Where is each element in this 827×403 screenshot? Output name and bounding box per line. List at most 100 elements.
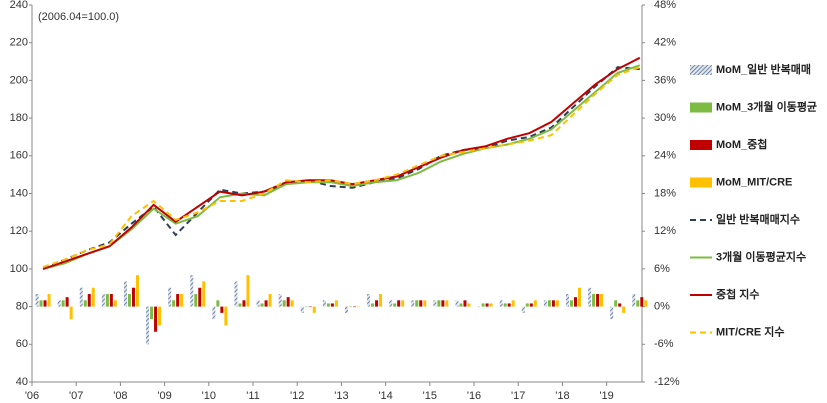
bar [146,306,150,345]
bar [423,300,427,307]
bar [242,300,246,307]
bar [511,300,515,307]
bar [401,300,405,307]
bar [127,294,131,307]
bar [290,300,294,307]
bar [234,281,238,307]
x-tick-label: '13 [334,390,348,402]
bar [83,300,87,307]
bar [154,306,158,332]
bar [445,300,449,307]
bar [326,303,330,307]
bar [459,303,463,307]
bar [367,294,371,307]
bar [499,300,503,307]
bar [47,294,51,307]
bar [61,300,65,307]
bar [437,300,441,307]
x-tick-label: '16 [467,390,481,402]
bar [503,303,507,307]
legend-swatch [690,65,712,75]
y2-tick-label: 18% [654,187,676,199]
y-tick-label: 80 [16,301,28,313]
bar [190,275,194,307]
bar [489,303,493,307]
x-tick-label: '10 [202,390,216,402]
legend-label: MoM_3개월 이동평균 [716,99,817,113]
bar [35,294,39,307]
bar [481,303,485,307]
bar [212,306,216,320]
x-tick-label: '14 [378,390,392,402]
bar [614,300,618,307]
line [42,66,640,270]
bar [433,300,437,307]
bar [393,303,397,307]
bar [334,300,338,307]
bar [123,281,127,307]
y-tick-label: 120 [10,225,28,237]
bar [592,294,596,307]
x-tick-label: '12 [290,390,304,402]
bar [264,300,268,307]
bar [411,300,415,307]
bar [565,294,569,307]
x-tick-label: '15 [423,390,437,402]
y2-tick-label: 48% [654,0,676,11]
x-tick-label: '06 [25,390,39,402]
bar [330,303,334,307]
bar [224,306,228,326]
bar [533,300,537,307]
bar [57,300,61,307]
legend-swatch [690,102,712,113]
bar [375,300,379,307]
y2-tick-label: 30% [654,112,676,124]
bar [600,294,604,307]
bar [172,300,176,307]
bar [87,294,91,307]
bar [569,300,573,307]
bar [286,297,290,307]
bar [113,300,117,307]
bar [216,300,220,307]
y2-tick-label: 42% [654,37,676,49]
legend-label: 일반 반복매매지수 [716,212,800,226]
bar [618,303,622,307]
bar [131,287,135,307]
y2-tick-label: 36% [654,74,676,86]
bar [356,306,360,308]
bar [573,297,577,307]
bar [441,300,445,307]
bar [256,300,260,307]
bar [632,294,636,307]
bar [521,306,525,313]
bar [455,300,459,307]
bar [260,303,264,307]
line [42,56,641,270]
bar [389,300,393,307]
bar [352,306,356,308]
bar [467,303,471,307]
bar [485,303,489,307]
bar [198,287,202,307]
bar [282,300,286,307]
y-tick-label: 40 [16,376,28,388]
x-tick-label: '17 [511,390,525,402]
line [42,64,641,270]
x-tick-label: '08 [113,390,127,402]
bar [308,306,312,308]
line [42,66,641,268]
bar [371,303,375,307]
y-tick-label: 240 [10,0,28,11]
bar [596,294,600,307]
bar [543,300,547,307]
y-tick-label: 60 [16,338,28,350]
bar [79,287,83,307]
bar [180,294,184,307]
bar [555,300,559,307]
y-tick-label: 200 [10,74,28,86]
bar [379,294,383,307]
bar [577,287,581,307]
bar [588,287,592,307]
